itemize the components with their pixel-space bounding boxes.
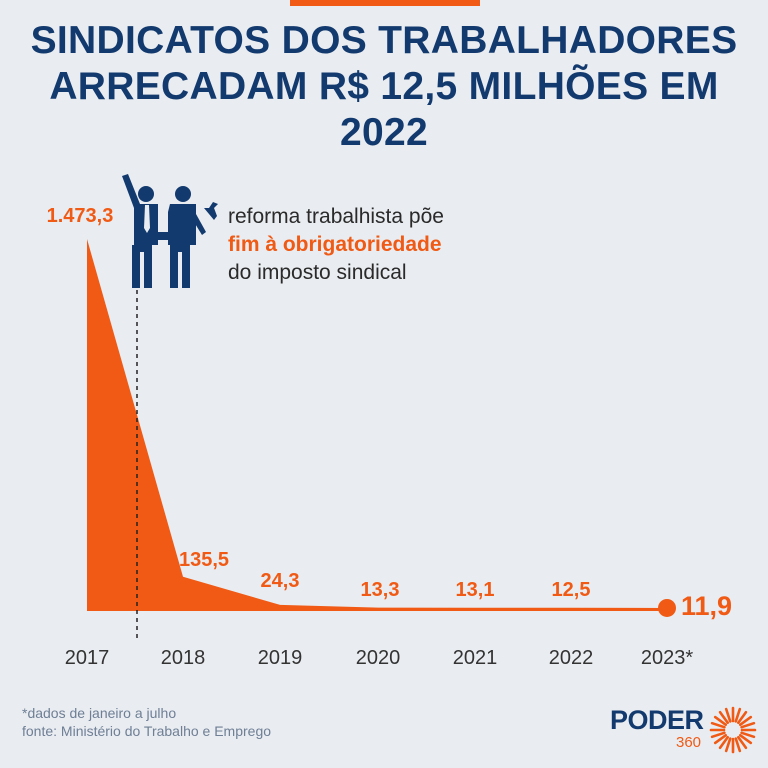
poder360-logo: PODER 360 xyxy=(610,705,760,755)
x-tick-4: 2021 xyxy=(453,647,498,669)
latest-point-marker xyxy=(658,598,676,617)
value-label-1: 135,5 xyxy=(179,549,229,571)
value-label-2: 24,3 xyxy=(261,570,300,592)
x-tick-2: 2019 xyxy=(258,647,303,669)
x-tick-5: 2022 xyxy=(549,647,594,669)
sunburst-icon xyxy=(709,706,757,754)
data-note: *dados de janeiro a julho xyxy=(22,705,177,721)
workers-icon xyxy=(122,174,218,288)
top-accent-bar xyxy=(290,0,480,6)
annotation-line-1: reforma trabalhista põe xyxy=(228,205,444,228)
x-axis-tick-labels: 2017 2018 2019 2020 2021 2022 2023* xyxy=(65,647,694,669)
reform-annotation: reforma trabalhista põe fim à obrigatori… xyxy=(228,203,444,287)
x-tick-1: 2018 xyxy=(161,647,206,669)
logo-number: 360 xyxy=(676,734,702,751)
value-label-4: 13,1 xyxy=(456,579,495,601)
value-label-5: 12,5 xyxy=(552,579,591,601)
footnote: *dados de janeiro a julho fonte: Ministé… xyxy=(22,704,271,740)
value-label-0: 1.473,3 xyxy=(47,205,114,227)
value-label-3: 13,3 xyxy=(361,579,400,601)
area-series xyxy=(87,239,667,611)
value-labels: 1.473,3 135,5 24,3 13,3 13,1 12,5 11,9 xyxy=(47,205,732,621)
annotation-line-3: do imposto sindical xyxy=(228,261,407,284)
x-tick-6: 2023* xyxy=(641,647,693,669)
annotation-highlight: fim à obrigatoriedade xyxy=(228,233,442,256)
logo-word: PODER xyxy=(610,705,704,735)
x-tick-3: 2020 xyxy=(356,647,401,669)
source-note: fonte: Ministério do Trabalho e Emprego xyxy=(22,723,272,739)
value-label-6: 11,9 xyxy=(681,591,732,621)
x-tick-0: 2017 xyxy=(65,647,110,669)
chart-title: SINDICATOS DOS TRABALHADORES ARRECADAM R… xyxy=(30,19,738,154)
